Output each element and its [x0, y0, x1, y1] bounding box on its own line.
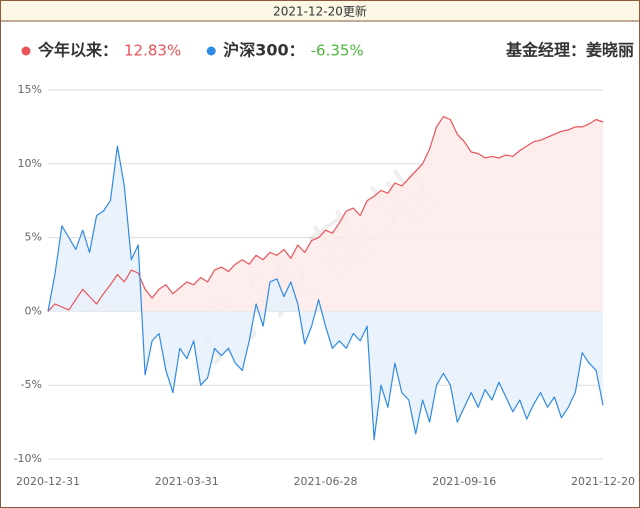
series-area	[48, 116, 603, 312]
legend-marker	[21, 46, 31, 56]
legend-value: 12.83%	[124, 42, 181, 60]
x-tick-label: 2020-12-31	[16, 475, 80, 488]
manager: 基金经理：姜晓丽	[505, 41, 634, 60]
legend-label: 今年以来：	[37, 41, 118, 60]
series-area	[48, 146, 603, 440]
legend-value: -6.35%	[311, 42, 364, 60]
y-tick-label: -5%	[21, 378, 42, 391]
y-tick-label: 10%	[18, 157, 42, 170]
x-tick-label: 2021-06-28	[294, 475, 358, 488]
x-tick-label: 2021-12-20	[571, 475, 635, 488]
y-tick-label: 0%	[25, 304, 42, 317]
legend-label: 沪深300：	[223, 41, 304, 60]
y-tick-label: -10%	[14, 452, 42, 465]
banner	[1, 1, 639, 21]
y-tick-label: 5%	[25, 231, 42, 244]
y-tick-label: 15%	[18, 83, 42, 96]
x-tick-label: 2021-09-16	[432, 475, 496, 488]
update-date: 2021-12-20更新	[273, 4, 367, 19]
series-line	[47, 145, 604, 441]
legend-marker	[206, 46, 216, 56]
x-tick-label: 2021-03-31	[155, 475, 219, 488]
